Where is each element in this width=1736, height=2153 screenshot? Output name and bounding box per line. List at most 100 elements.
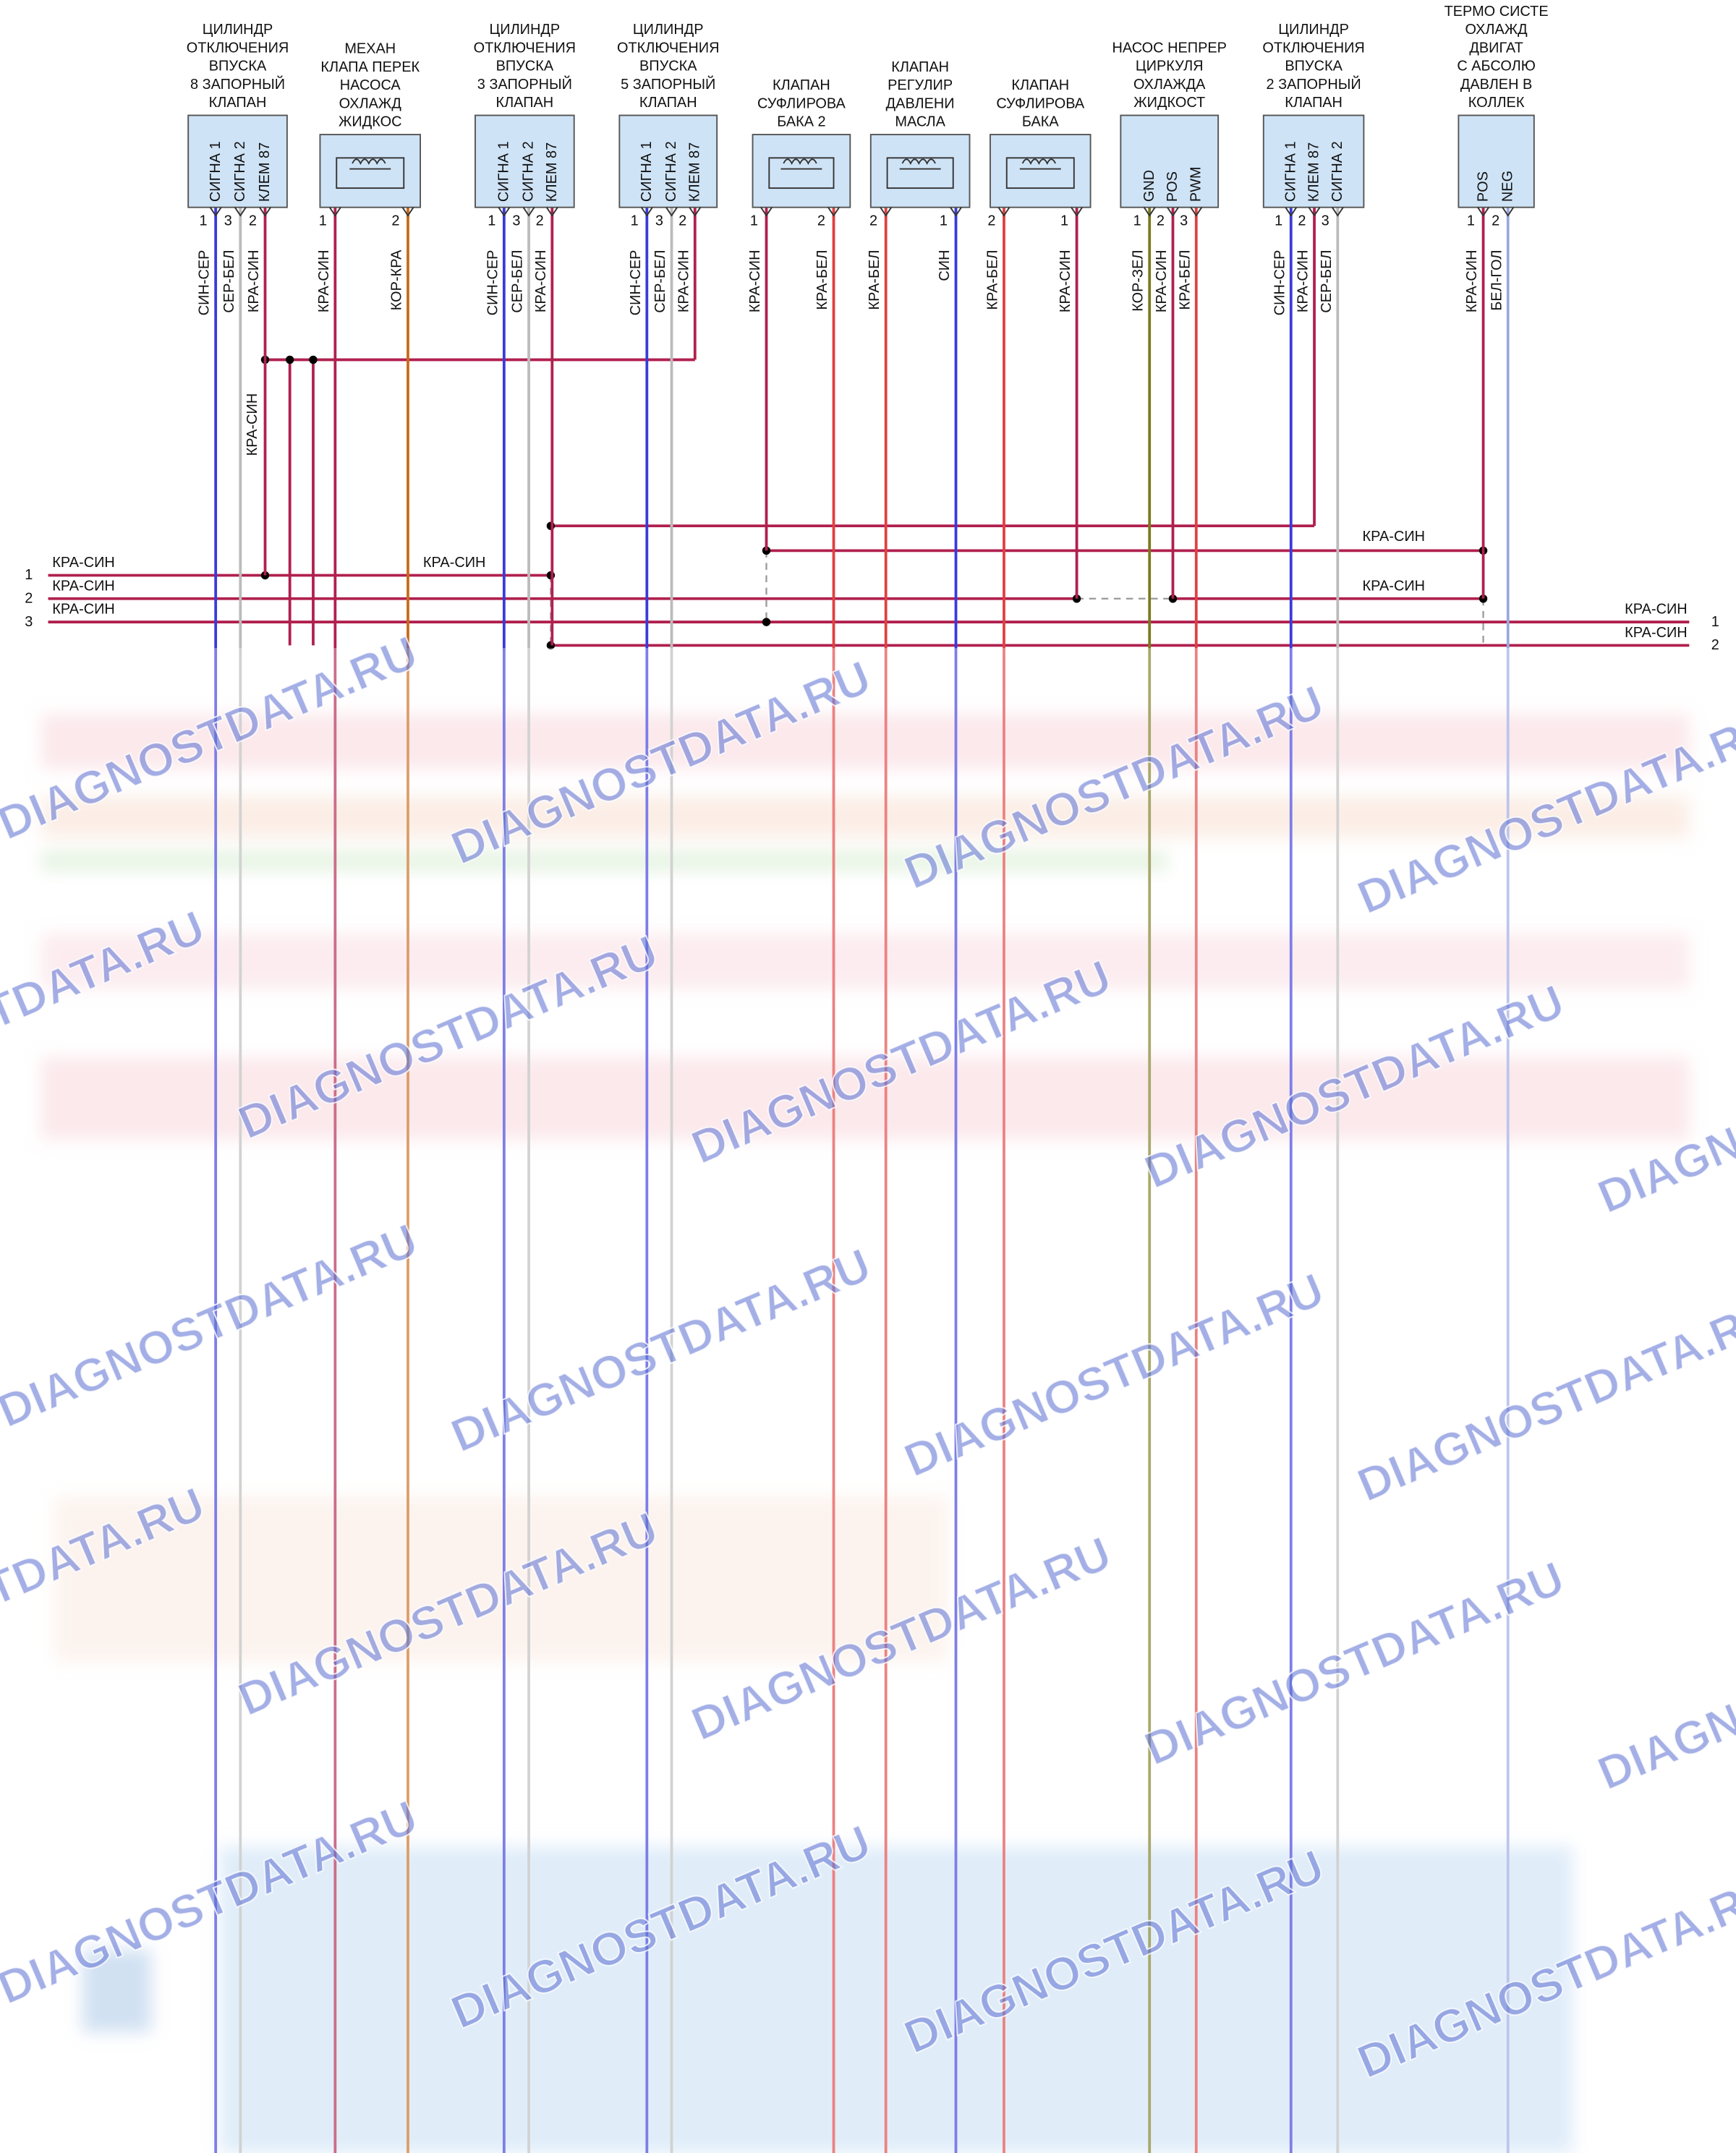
splice-label: КРА-СИН — [423, 555, 486, 571]
bus-wire-label: КРА-СИН — [1625, 625, 1688, 641]
component-box — [618, 114, 718, 208]
coil-frame — [1005, 157, 1075, 189]
pin — [950, 207, 962, 217]
pin-number: 2 — [1157, 213, 1165, 229]
pin-name: КЛЕМ 87 — [257, 142, 273, 202]
component-label: КОЛЛЕК — [1468, 95, 1525, 111]
coil-frame — [768, 157, 835, 189]
pin-number: 1 — [1275, 213, 1282, 229]
component-box — [990, 134, 1092, 208]
pin-number: 1 — [631, 213, 639, 229]
wire-label: КРА-БЕЛ — [814, 250, 830, 310]
pin — [997, 207, 1010, 217]
pin-number: 3 — [512, 213, 520, 229]
component-label: ЦИЛИНДР — [203, 22, 273, 38]
pin-number: 2 — [536, 213, 544, 229]
bus-wire-label: КРА-СИН — [1625, 602, 1688, 618]
splice-label: КРА-СИН — [244, 393, 260, 456]
coil — [1019, 158, 1061, 170]
component-label: ЦИРКУЛЯ — [1136, 59, 1204, 74]
pin-number: 1 — [1467, 213, 1475, 229]
component-box — [319, 134, 422, 208]
control-unit — [219, 1846, 1573, 2153]
pin — [545, 207, 558, 217]
pin — [328, 207, 341, 217]
component-label: ВПУСКА — [639, 59, 697, 74]
pin-number: 1 — [1133, 213, 1141, 229]
pin-number: 2 — [1492, 213, 1499, 229]
component-label: КЛАПАН — [495, 95, 553, 111]
coil — [780, 158, 822, 170]
blur-overlay — [0, 648, 1736, 2153]
bus-wire-label: КРА-СИН — [52, 578, 115, 594]
component-label: ОТКЛЮЧЕНИЯ — [474, 40, 576, 56]
component-label: КЛАПАН — [639, 95, 697, 111]
pin-name: PWM — [1188, 166, 1204, 202]
pin-number: 2 — [391, 213, 399, 229]
component-label: БАКА 2 — [777, 114, 825, 130]
pin — [1502, 207, 1515, 217]
component-label: ОХЛАЖД — [1465, 22, 1528, 38]
wire-label: КРА-БЕЛ — [867, 250, 882, 310]
wire-label: СИН-СЕР — [485, 250, 501, 316]
wire-label: КРА-СИН — [676, 250, 692, 313]
wire-label: КРА-СИН — [533, 250, 549, 313]
splice-label: КРА-СИН — [1362, 578, 1425, 594]
pin — [1143, 207, 1156, 217]
component-label: 5 ЗАПОРНЫЙ — [621, 75, 715, 93]
wire-label: СИН-СЕР — [628, 250, 644, 316]
pin-name: СИГНА 2 — [1329, 141, 1345, 202]
splice-label: КРА-СИН — [1362, 529, 1425, 545]
component-label: РЕГУЛИР — [888, 77, 953, 93]
component-label: ОХЛАЖДА — [1133, 77, 1206, 93]
component-label: ДАВЛЕНИ — [886, 95, 955, 111]
bus-number: 1 — [25, 567, 33, 583]
bus-number: 2 — [25, 590, 33, 606]
pin — [760, 207, 773, 217]
coil-frame — [886, 157, 954, 189]
component-box — [475, 114, 575, 208]
wire-label: КРА-СИН — [747, 250, 763, 313]
blurred-lower-section — [41, 714, 1690, 2153]
pin-name: СИГНА 1 — [639, 141, 655, 202]
pin-number: 1 — [488, 213, 495, 229]
pin-number: 2 — [817, 213, 825, 229]
component-label: КЛАПАН — [1011, 77, 1069, 93]
component-label: КЛАПА ПЕРЕК — [320, 59, 420, 75]
bus-wire-label: КРА-СИН — [52, 602, 115, 618]
pin-number: 2 — [678, 213, 686, 229]
component-label: КЛАПАН — [891, 59, 949, 75]
pin-number: 1 — [1060, 213, 1068, 229]
pin — [498, 207, 511, 217]
component-label: ОТКЛЮЧЕНИЯ — [187, 40, 289, 56]
pin-number: 1 — [319, 213, 327, 229]
pin — [401, 207, 414, 217]
pin-name: GND — [1141, 170, 1157, 202]
pin-name: СИГНА 1 — [1282, 141, 1298, 202]
pin — [827, 207, 840, 217]
coil-frame — [336, 157, 405, 189]
wire-label: КРА-СИН — [1154, 250, 1170, 313]
pin — [1285, 207, 1298, 217]
pin-number: 2 — [987, 213, 995, 229]
component-label: ВПУСКА — [1285, 59, 1343, 74]
component-label: ЦИЛИНДР — [633, 22, 704, 38]
component-label: 8 ЗАПОРНЫЙ — [190, 75, 285, 93]
component-label: ДАВЛЕН В — [1460, 77, 1532, 93]
wire-label: КОР-КРА — [388, 250, 404, 310]
component-label: ВПУСКА — [209, 59, 267, 74]
component-box — [1458, 114, 1535, 208]
component-label: КЛАПАН — [773, 77, 830, 93]
coil — [349, 158, 391, 170]
component-label: СУФЛИРОВА — [996, 95, 1085, 111]
pin — [1477, 207, 1489, 217]
pin-name: СИГНА 1 — [208, 141, 224, 202]
bus-number: 3 — [25, 614, 33, 630]
component-label: ЖИДКОСТ — [1133, 95, 1205, 111]
component-label: НАСОС НЕПРЕР — [1112, 40, 1227, 56]
bus-wire-label: КРА-СИН — [52, 555, 115, 571]
component-label: 3 ЗАПОРНЫЙ — [477, 75, 572, 93]
pin — [665, 207, 678, 217]
pin-name: КЛЕМ 87 — [1306, 142, 1322, 202]
